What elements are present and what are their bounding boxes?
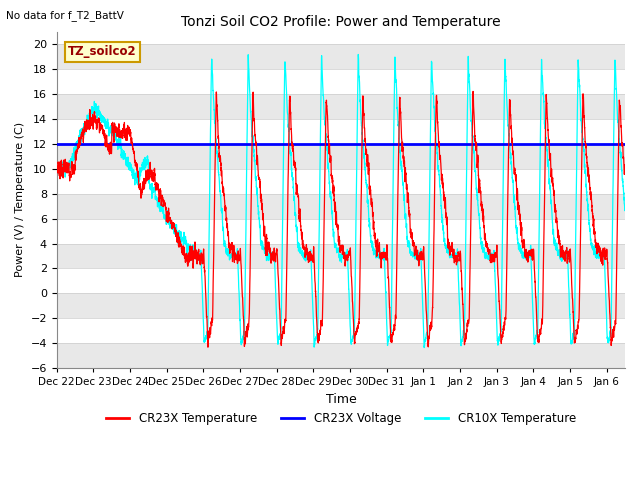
Text: No data for f_T2_BattV: No data for f_T2_BattV [6, 10, 124, 21]
Bar [57, 168, 625, 193]
Bar [57, 69, 625, 94]
Legend: CR23X Temperature, CR23X Voltage, CR10X Temperature: CR23X Temperature, CR23X Voltage, CR10X … [101, 407, 580, 430]
Bar [57, 343, 625, 368]
Y-axis label: Power (V) / Temperature (C): Power (V) / Temperature (C) [15, 122, 25, 277]
Bar [57, 218, 625, 243]
Bar [57, 44, 625, 69]
Bar [57, 94, 625, 119]
Bar [57, 268, 625, 293]
X-axis label: Time: Time [326, 393, 356, 406]
Bar [57, 144, 625, 168]
Text: TZ_soilco2: TZ_soilco2 [68, 45, 137, 58]
Bar [57, 243, 625, 268]
Bar [57, 318, 625, 343]
Bar [57, 119, 625, 144]
Bar [57, 193, 625, 218]
Title: Tonzi Soil CO2 Profile: Power and Temperature: Tonzi Soil CO2 Profile: Power and Temper… [181, 15, 500, 29]
Bar [57, 293, 625, 318]
